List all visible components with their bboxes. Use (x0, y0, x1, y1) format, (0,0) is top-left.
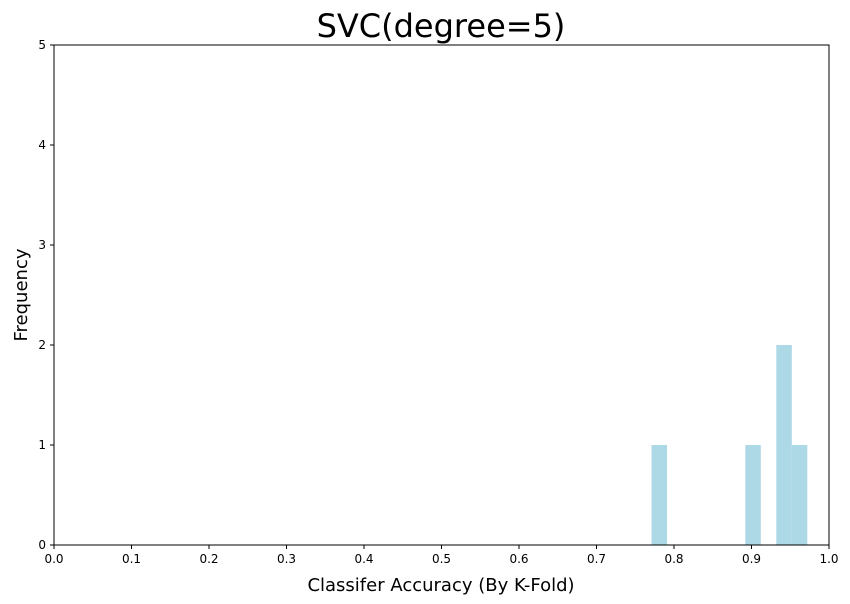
x-tick-label: 0.2 (199, 552, 218, 566)
x-tick-label: 0.5 (432, 552, 451, 566)
chart-title: SVC(degree=5) (317, 7, 566, 45)
x-tick-label: 0.0 (44, 552, 63, 566)
x-tick-label: 0.9 (742, 552, 761, 566)
x-tick-label: 0.6 (509, 552, 528, 566)
y-tick-label: 5 (38, 38, 46, 52)
y-tick-label: 0 (38, 538, 46, 552)
bars-group (651, 345, 808, 545)
histogram-bar (745, 445, 761, 545)
y-tick-label: 1 (38, 438, 46, 452)
x-axis-ticks: 0.0 0.1 0.2 0.3 0.4 0.5 0.6 0.7 0.8 0.9 1.0 (44, 545, 839, 566)
y-tick-label: 3 (38, 238, 46, 252)
x-tick-label: 0.3 (277, 552, 296, 566)
y-axis-ticks: 0 1 2 3 4 5 (38, 38, 54, 552)
x-tick-label: 0.8 (664, 552, 683, 566)
histogram-bar (776, 345, 792, 545)
x-axis-label: Classifer Accuracy (By K-Fold) (307, 575, 574, 596)
x-tick-label: 0.1 (122, 552, 141, 566)
histogram-bar (791, 445, 808, 545)
histogram-bar (651, 445, 668, 545)
x-tick-label: 0.7 (587, 552, 606, 566)
y-axis-label: Frequency (11, 248, 32, 341)
x-tick-label: 0.4 (354, 552, 373, 566)
y-tick-label: 2 (38, 338, 46, 352)
y-tick-label: 4 (38, 138, 46, 152)
x-tick-label: 1.0 (819, 552, 838, 566)
